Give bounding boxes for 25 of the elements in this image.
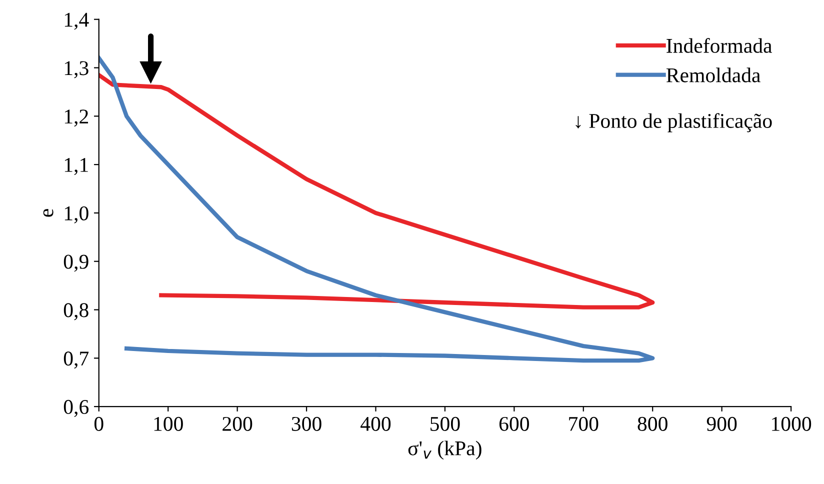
y-tick-label: 1,4 <box>64 12 89 30</box>
x-tick-label: 900 <box>706 416 737 431</box>
y-axis-title: e <box>43 209 54 217</box>
y-tick-label: 0,9 <box>64 254 88 272</box>
x-axis-title: σ'$_{v}$ (kPa) <box>408 440 482 460</box>
legend-label: Remoldada <box>666 68 760 82</box>
y-tick-label: 0,8 <box>64 303 88 320</box>
y-tick-label: 1,1 <box>64 158 88 175</box>
x-tick-label: 0 <box>94 416 104 431</box>
legend-label: Indeformada <box>666 38 772 53</box>
x-tick-label: 300 <box>292 416 322 431</box>
y-tick-label: 1,2 <box>64 110 88 127</box>
x-tick-label: 600 <box>499 416 530 431</box>
y-tick-label: 1,3 <box>64 61 88 78</box>
y-tick-label: 1,0 <box>64 206 88 224</box>
y-tick-label: 0,7 <box>64 352 89 369</box>
x-tick-label: 1000 <box>772 416 812 431</box>
x-tick-label: 400 <box>360 416 391 431</box>
y-tick-label: 0,6 <box>64 400 89 417</box>
x-tick-label: 100 <box>154 416 183 431</box>
annotation: ↓ Ponto de plastificação <box>576 113 772 132</box>
x-tick-label: 200 <box>222 416 252 431</box>
x-tick-label: 700 <box>569 416 598 431</box>
x-tick-label: 500 <box>430 416 460 431</box>
x-tick-label: 800 <box>638 416 668 431</box>
